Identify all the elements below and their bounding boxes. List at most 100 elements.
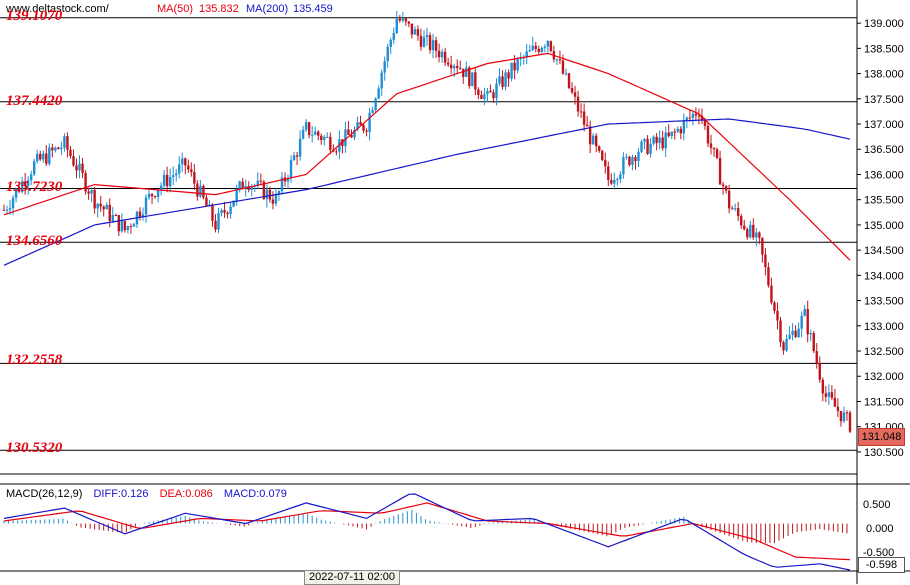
level-label-1: 139.1070	[6, 8, 63, 24]
candle-body	[392, 32, 395, 40]
price-tick-label: 136.000	[864, 169, 904, 181]
price-tick-label: 135.000	[864, 220, 904, 232]
candle-body	[29, 174, 33, 181]
candle-body	[658, 137, 661, 144]
candle-body	[395, 18, 398, 33]
candle-body	[664, 132, 667, 149]
candle-body	[622, 157, 625, 175]
macd-diff-label: DIFF:0.126	[93, 488, 149, 500]
candle-body	[449, 64, 453, 69]
candle-body	[673, 131, 676, 133]
candle-body	[126, 226, 130, 231]
price-tick-label: 138.500	[864, 43, 904, 55]
candle-body	[715, 149, 719, 159]
candle-body	[588, 126, 592, 145]
price-tick-label: 131.500	[864, 396, 904, 408]
candle-body	[504, 72, 507, 87]
candle-body	[314, 131, 317, 135]
candle-body	[540, 47, 544, 53]
candle-body	[307, 122, 311, 136]
price-tick-label: 134.500	[864, 245, 904, 257]
candle-body	[329, 136, 332, 150]
candle-body	[845, 412, 849, 414]
candle-body	[123, 221, 127, 231]
macd-pane	[3, 509, 848, 543]
candle-body	[60, 147, 63, 150]
candle-body	[477, 89, 480, 95]
candle-body	[72, 156, 75, 166]
candle-body	[165, 174, 169, 187]
candle-body	[625, 156, 628, 158]
candle-body	[694, 113, 698, 116]
candle-body	[377, 88, 380, 99]
candle-body	[190, 169, 193, 173]
level-label-2: 137.4420	[6, 93, 63, 109]
candle-body	[528, 50, 531, 52]
candle-body	[78, 163, 81, 171]
diff-line	[3, 493, 851, 571]
candle-body	[63, 136, 66, 148]
candle-body	[561, 60, 565, 74]
candle-body	[700, 115, 704, 121]
candle-body	[815, 351, 818, 364]
candle-body	[2, 209, 6, 211]
candle-body	[486, 90, 489, 95]
candle-body	[75, 165, 78, 171]
candle-body	[440, 51, 444, 58]
candle-body	[153, 196, 157, 198]
candle-body	[661, 137, 664, 149]
candle-body	[383, 61, 386, 73]
candle-body	[150, 193, 154, 197]
candle-body	[422, 37, 426, 47]
price-tick-label: 132.000	[864, 371, 904, 383]
candle-body	[54, 147, 57, 151]
candle-body	[595, 135, 598, 147]
candle-body	[791, 330, 794, 335]
candle-body	[368, 112, 371, 132]
candle-body	[223, 210, 226, 213]
price-tick-label: 132.500	[864, 346, 904, 358]
candle-body	[380, 72, 383, 89]
ma200-label: MA(200)	[246, 3, 289, 15]
macd-tick-high: 0.500	[863, 499, 891, 511]
candle-body	[428, 35, 432, 51]
candle-body	[848, 412, 852, 432]
candle-body	[144, 197, 148, 215]
candle-body	[23, 181, 27, 186]
candle-body	[773, 302, 776, 311]
candle-body	[724, 186, 728, 191]
candle-body	[746, 229, 749, 238]
candle-body	[755, 232, 758, 238]
candle-body	[585, 124, 589, 127]
candle-body	[537, 48, 540, 53]
price-tick-label: 130.500	[864, 447, 904, 459]
candle-body	[607, 166, 610, 181]
candle-body	[286, 178, 290, 182]
candle-body	[489, 90, 492, 93]
candle-body	[682, 120, 686, 134]
candle-body	[45, 153, 48, 164]
candle-body	[501, 76, 504, 87]
level-label-6: 130.5320	[6, 440, 63, 456]
candle-body	[111, 215, 114, 221]
candle-body	[238, 181, 241, 189]
candle-body	[11, 197, 15, 209]
candle-body	[84, 173, 87, 192]
price-tick-label: 133.000	[864, 321, 904, 333]
candle-body	[631, 157, 634, 165]
candle-body	[66, 136, 69, 150]
crosshair-time-label: 2022-07-11 02:00	[304, 570, 401, 585]
candle-body	[193, 172, 196, 184]
candle-body	[81, 163, 84, 174]
candle-body	[452, 65, 456, 69]
macd-tick-low: -0.500	[863, 547, 894, 559]
candle-body	[5, 209, 9, 211]
candle-body	[404, 18, 408, 22]
candle-body	[96, 203, 99, 209]
candle-body	[304, 122, 308, 130]
macd-dea-label: DEA:0.086	[159, 488, 213, 500]
candle-body	[549, 41, 553, 52]
candle-body	[102, 206, 105, 210]
candle-body	[604, 160, 607, 167]
